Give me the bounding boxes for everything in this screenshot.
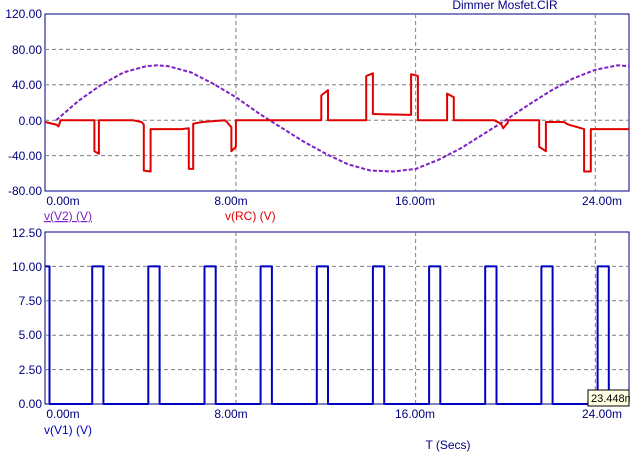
x-axis-label: T (Secs) bbox=[425, 438, 470, 452]
bottom-x-tick-label: 8.00m bbox=[214, 407, 247, 421]
bottom-grid bbox=[45, 232, 629, 404]
bottom-y-tick-label: 12.50 bbox=[12, 226, 42, 240]
bottom-plot-panel[interactable]: 12.50 10.00 7.50 5.00 2.50 0.00 0.00m 8.… bbox=[12, 226, 630, 421]
bottom-y-tick-label: 0.00 bbox=[19, 397, 43, 411]
top-y-tick-label: -80.00 bbox=[8, 184, 42, 198]
legend-v1[interactable]: v(V1) (V) bbox=[44, 423, 92, 437]
top-x-tick-label: 8.00m bbox=[214, 194, 247, 208]
bottom-y-tick-label: 7.50 bbox=[19, 294, 43, 308]
top-y-tick-label: 0.00 bbox=[19, 114, 43, 128]
top-x-tick-label: 0.00m bbox=[46, 194, 79, 208]
series-line-rc bbox=[44, 72, 629, 173]
top-series-group bbox=[44, 64, 630, 173]
legend-rc[interactable]: v(RC) (V) bbox=[225, 209, 276, 223]
top-x-ticks: 0.00m 8.00m 16.00m 24.00m bbox=[46, 194, 622, 208]
top-y-tick-label: -40.00 bbox=[8, 149, 42, 163]
cursor-readout-value: 23.448m bbox=[591, 393, 630, 405]
bottom-x-tick-label: 16.00m bbox=[395, 407, 435, 421]
top-y-ticks: 120.00 80.00 40.00 0.00 -40.00 -80.00 bbox=[5, 7, 42, 198]
file-title: Dimmer Mosfet.CIR bbox=[452, 0, 558, 12]
top-x-tick-label: 16.00m bbox=[395, 194, 435, 208]
top-y-tick-label: 80.00 bbox=[12, 43, 42, 57]
bottom-series-group bbox=[45, 265, 629, 405]
top-plot-frame bbox=[44, 13, 630, 192]
bottom-x-tick-label: 0.00m bbox=[46, 407, 79, 421]
top-x-tick-label: 24.00m bbox=[582, 194, 622, 208]
bottom-y-tick-label: 2.50 bbox=[19, 363, 43, 377]
bottom-y-ticks: 12.50 10.00 7.50 5.00 2.50 0.00 bbox=[12, 226, 42, 411]
bottom-y-tick-label: 5.00 bbox=[19, 328, 43, 342]
top-y-tick-label: 120.00 bbox=[5, 7, 42, 21]
bottom-y-tick-label: 10.00 bbox=[12, 260, 42, 274]
cursor-readout-box[interactable]: 23.448m bbox=[587, 389, 630, 407]
bottom-x-tick-label: 24.00m bbox=[582, 407, 622, 421]
series-line-v1 bbox=[45, 265, 629, 405]
series-line-v2 bbox=[55, 64, 630, 173]
top-plot-panel[interactable]: 120.00 80.00 40.00 0.00 -40.00 -80.00 0.… bbox=[5, 7, 630, 208]
top-y-tick-label: 40.00 bbox=[12, 78, 42, 92]
legend-v2[interactable]: v(V2) (V) bbox=[44, 209, 92, 223]
bottom-x-ticks: 0.00m 8.00m 16.00m 24.00m bbox=[46, 407, 622, 421]
cursor-readout-background bbox=[587, 389, 630, 407]
